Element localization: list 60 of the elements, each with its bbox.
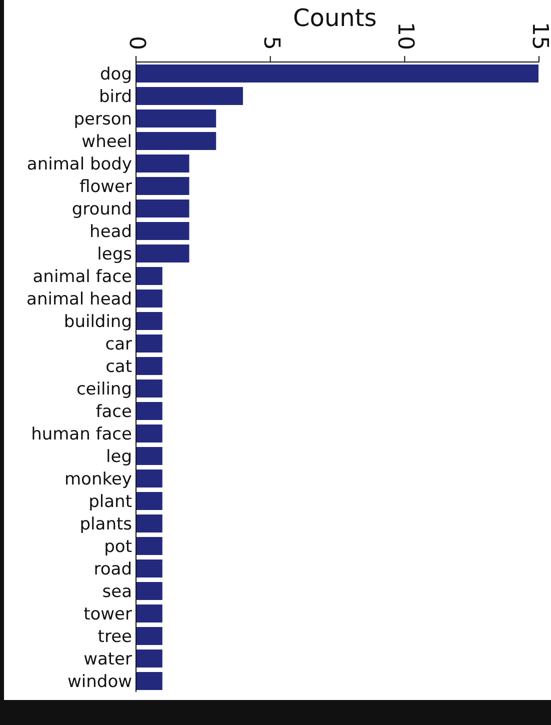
- x-tick-label: 0: [124, 36, 149, 50]
- y-tick-label: dog: [100, 64, 132, 84]
- bar: [136, 491, 164, 511]
- y-tick-label: plant: [88, 492, 132, 512]
- y-tick-label: ground: [72, 199, 132, 220]
- y-tick-label: bird: [99, 86, 132, 107]
- bar: [136, 221, 190, 241]
- bar: [136, 558, 164, 578]
- bar: [136, 581, 164, 601]
- y-tick-label: leg: [106, 446, 132, 467]
- bar: [136, 86, 244, 106]
- bar: [136, 401, 164, 421]
- y-tick-label: wheel: [82, 132, 132, 152]
- y-tick-label: animal body: [26, 154, 132, 174]
- bar: [136, 154, 190, 174]
- y-tick-label: human face: [31, 424, 132, 444]
- y-tick-label: person: [74, 109, 132, 130]
- y-tick-label: pot: [104, 536, 132, 557]
- bar: [136, 108, 218, 128]
- bar: [136, 378, 164, 398]
- y-tick-label: building: [64, 312, 132, 332]
- bar: [136, 131, 218, 151]
- bar: [136, 266, 164, 286]
- y-tick-label: tower: [84, 604, 132, 624]
- bar: [136, 536, 164, 556]
- bar: [136, 356, 164, 376]
- bar: [136, 446, 164, 466]
- y-tick-label: head: [90, 222, 132, 242]
- bar: [136, 648, 164, 668]
- x-tick-label: 15: [526, 22, 551, 50]
- bar: [136, 334, 164, 354]
- y-tick-label: legs: [97, 244, 132, 264]
- y-tick-label: face: [96, 402, 132, 422]
- bar: [136, 604, 164, 624]
- y-tick-label: road: [94, 559, 132, 580]
- bar: [136, 424, 164, 444]
- bar: [136, 198, 190, 218]
- bar: [136, 176, 190, 196]
- y-tick-label: flower: [80, 176, 132, 197]
- bar: [136, 311, 164, 331]
- y-tick-label: animal face: [32, 266, 132, 287]
- y-tick-label: animal head: [26, 289, 132, 310]
- bar: [136, 626, 164, 646]
- bar: [136, 514, 164, 534]
- x-tick-label: 10: [392, 22, 418, 50]
- x-tick-label: 5: [258, 36, 284, 50]
- bar: [136, 244, 190, 264]
- y-tick-label: plants: [80, 514, 132, 534]
- y-tick-label: tree: [98, 626, 132, 647]
- y-tick-label: ceiling: [76, 379, 132, 400]
- y-tick-label: car: [105, 334, 132, 354]
- y-tick-label: water: [84, 649, 132, 670]
- bar: [136, 468, 164, 488]
- y-tick-label: monkey: [64, 469, 132, 490]
- y-tick-label: sea: [102, 582, 132, 602]
- y-tick-label: window: [68, 672, 132, 692]
- y-tick-label: cat: [106, 356, 132, 377]
- bar: [136, 671, 164, 691]
- bar: [136, 288, 164, 308]
- x-axis-title: Counts: [289, 4, 381, 32]
